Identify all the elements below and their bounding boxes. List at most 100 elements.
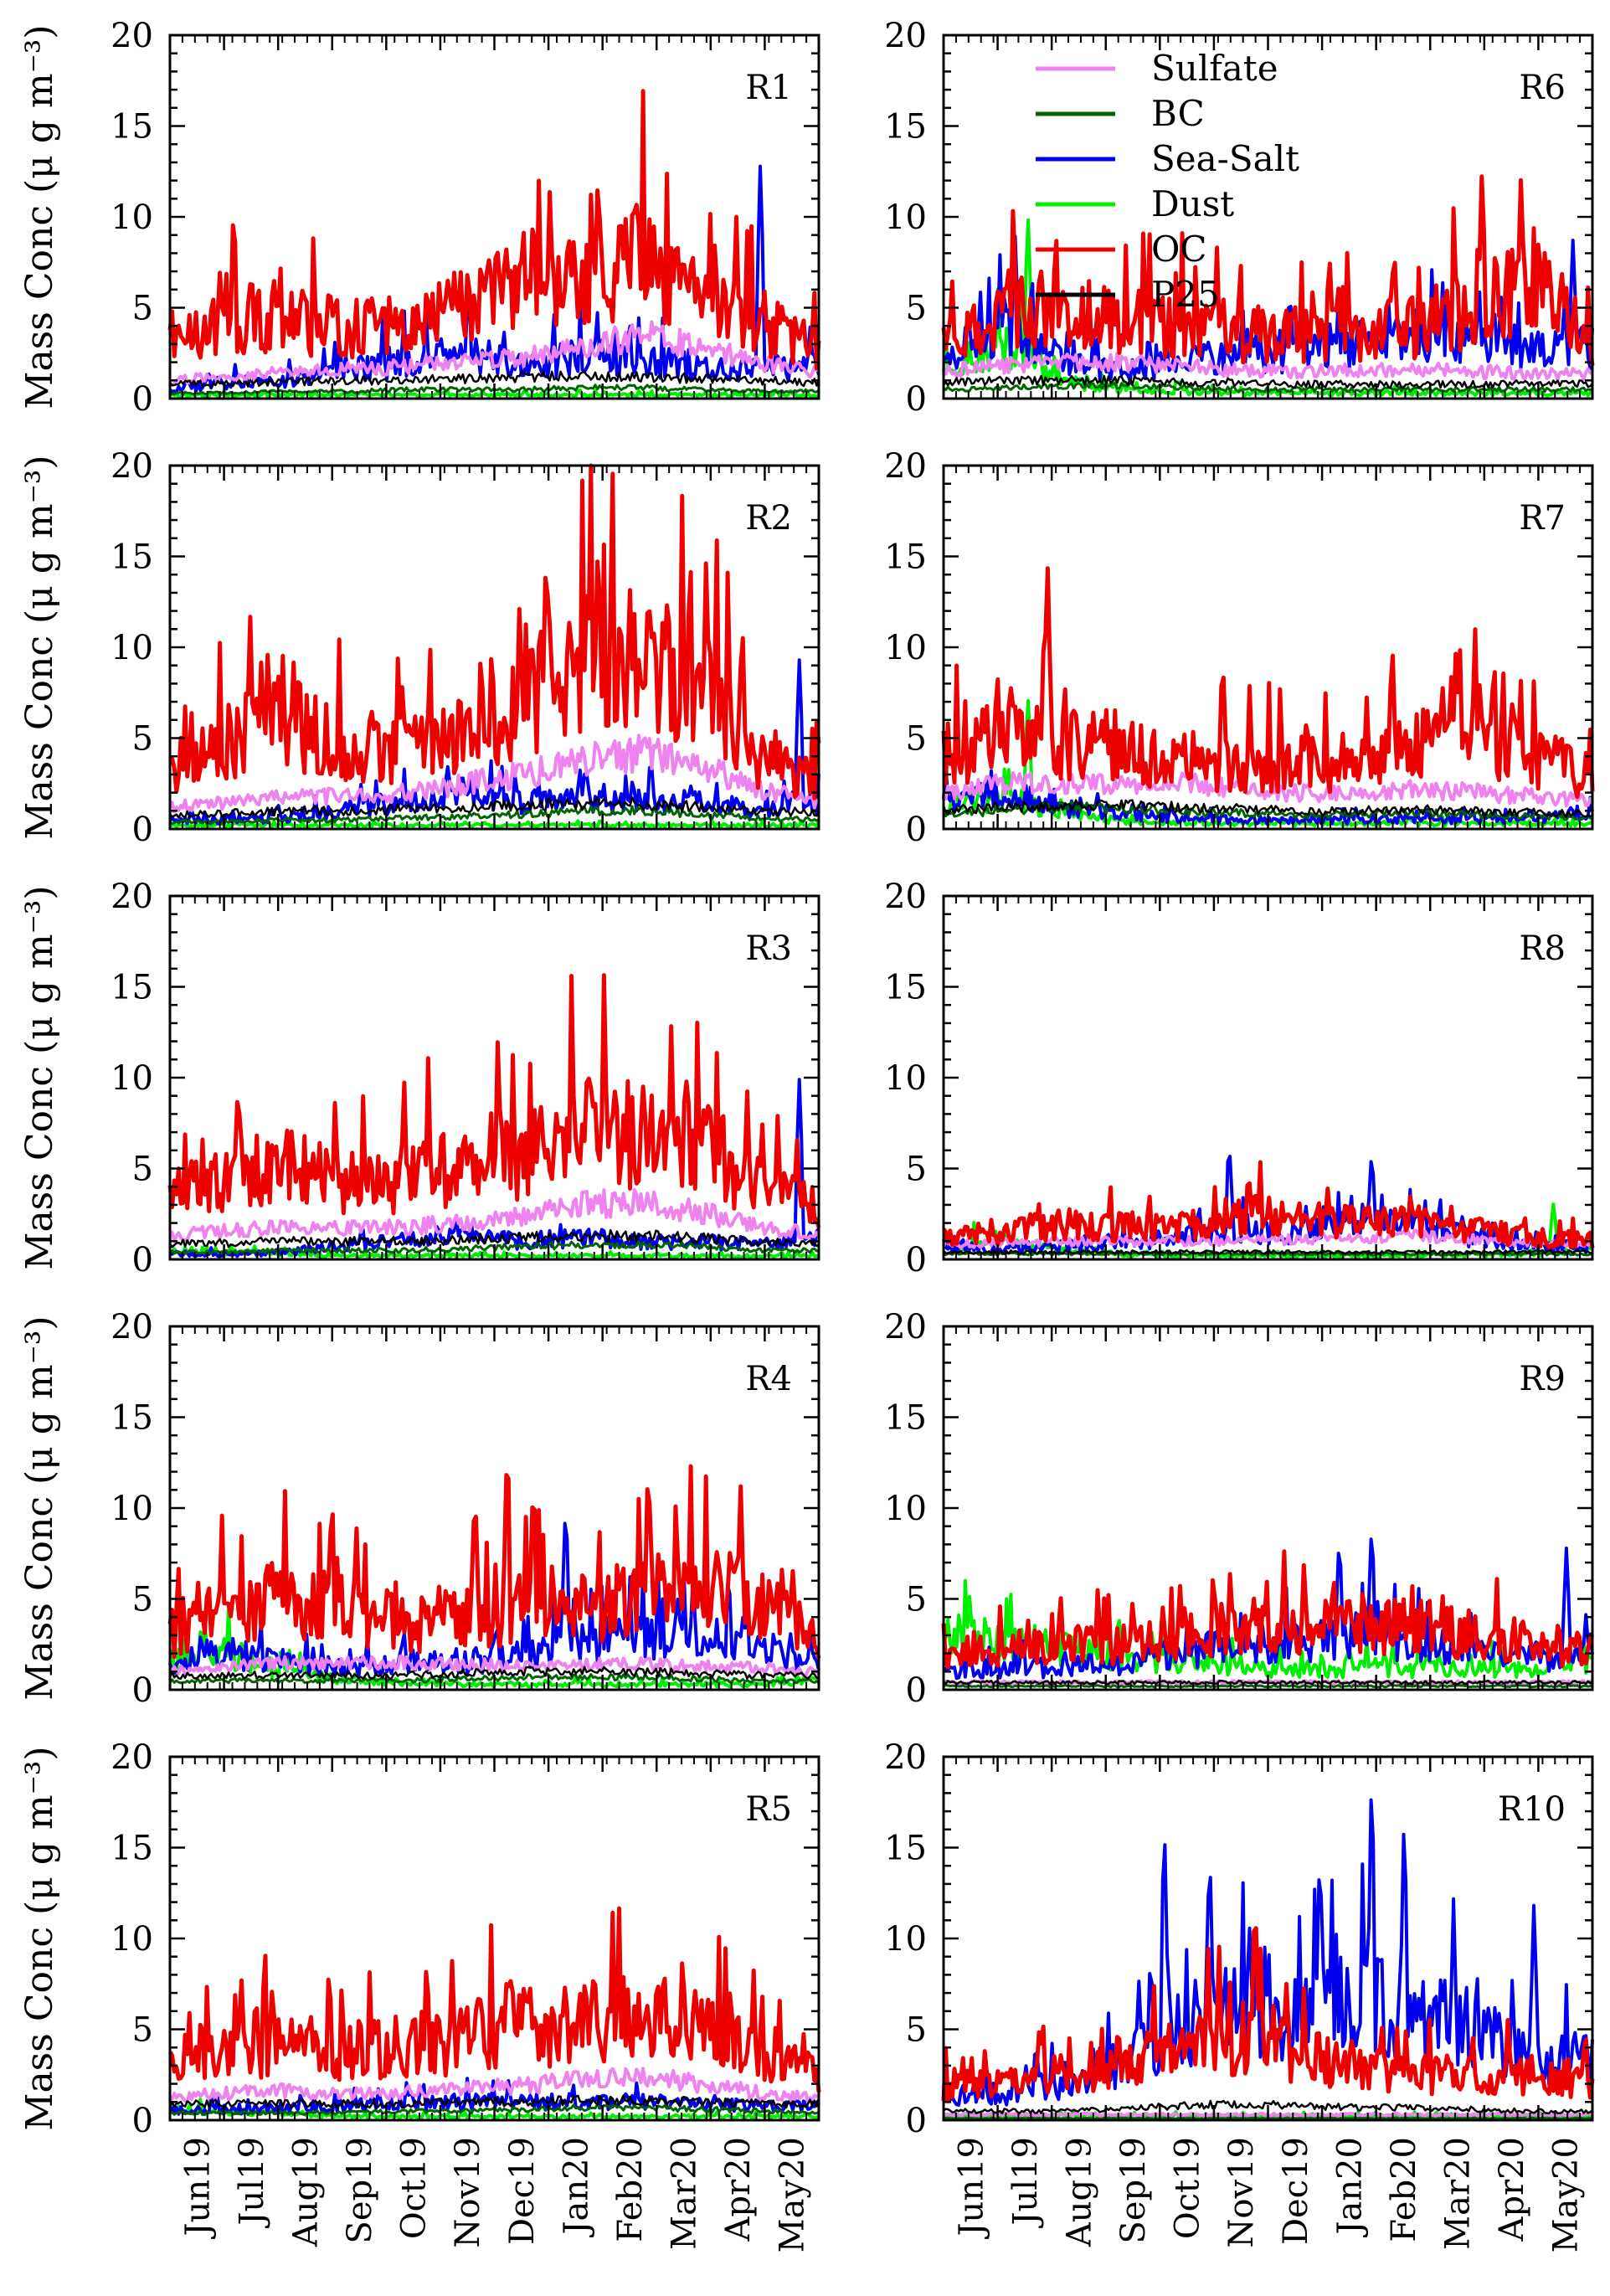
y-tick-label: 10 — [111, 1059, 153, 1098]
series-line-sulfate-R2 — [169, 734, 820, 814]
y-axis-label: Mass Conc (μ g m⁻³) — [18, 24, 61, 409]
y-axis-label: Mass Conc (μ g m⁻³) — [18, 455, 61, 839]
series-line-sulfate-R8 — [942, 1228, 1594, 1250]
panel-R3: 0 5 10 15 20 R3 Mass Conc (μ g m⁻³) — [18, 878, 821, 1279]
x-tick-label: Oct19 — [1169, 2137, 1207, 2239]
panel-R8: 0 5 10 15 20 R8 — [884, 878, 1595, 1279]
x-tick-label: Apr20 — [1493, 2137, 1531, 2242]
x-tick-label: Mar20 — [1439, 2137, 1478, 2250]
y-tick-label: 15 — [884, 538, 927, 577]
y-tick-label: 10 — [111, 629, 153, 667]
series-line-p25-R3 — [168, 1228, 820, 1248]
region-label: R3 — [745, 929, 792, 968]
y-tick-label: 20 — [111, 447, 153, 486]
series-line-oc-R5 — [167, 1906, 821, 2093]
panel-R7: 0 5 10 15 20 R7 — [884, 447, 1595, 849]
y-tick-label: 20 — [111, 1308, 153, 1346]
x-tick-label: Feb20 — [611, 2137, 650, 2242]
legend-label: OC — [1151, 229, 1207, 270]
series-line-oc-R10 — [941, 1926, 1595, 2103]
y-tick-label: 15 — [111, 538, 153, 577]
y-tick-label: 5 — [906, 1581, 927, 1619]
series-line-p25-R5 — [168, 2094, 820, 2109]
y-tick-label: 5 — [132, 1151, 153, 1189]
y-axis-label: Mass Conc (μ g m⁻³) — [18, 1315, 61, 1700]
series-line-oc-R7 — [941, 566, 1595, 799]
y-tick-label: 10 — [884, 198, 927, 237]
legend-label: BC — [1151, 93, 1205, 134]
plot-frame — [168, 464, 820, 831]
y-tick-label: 0 — [906, 1241, 927, 1279]
y-tick-label: 5 — [132, 290, 153, 328]
x-tick-label: Feb20 — [1385, 2137, 1423, 2242]
panel-R2: 0 5 10 15 20 R2 Mass Conc (μ g m⁻³) — [18, 447, 821, 849]
region-label: R1 — [745, 69, 792, 107]
x-tick-label: Jan20 — [557, 2137, 595, 2238]
y-tick-label: 20 — [884, 1308, 927, 1346]
x-tick-label: May20 — [1547, 2137, 1586, 2252]
y-tick-label: 0 — [132, 1241, 153, 1279]
series-line-sulfate-R6 — [942, 352, 1593, 382]
series-line-sulfate-R3 — [168, 1187, 820, 1243]
y-tick-label: 10 — [111, 1920, 153, 1959]
x-tick-label: Mar20 — [666, 2137, 704, 2250]
legend-label: Sulfate — [1151, 48, 1278, 89]
y-tick-label: 10 — [884, 1920, 927, 1959]
region-label: R9 — [1519, 1360, 1566, 1398]
plot-frame — [168, 894, 820, 1261]
y-tick-label: 20 — [884, 17, 927, 55]
series-line-oc-R2 — [168, 463, 821, 801]
legend-label: Sea-Salt — [1151, 138, 1299, 179]
x-tick-label: Jan20 — [1330, 2137, 1369, 2238]
y-tick-label: 5 — [906, 720, 927, 759]
region-label: R8 — [1519, 929, 1566, 968]
y-tick-label: 10 — [111, 1490, 153, 1528]
y-tick-label: 15 — [884, 969, 927, 1007]
region-label: R7 — [1519, 499, 1566, 538]
x-tick-label: Aug19 — [1060, 2137, 1098, 2247]
series-line-p25-R1 — [169, 370, 820, 389]
y-axis-label: Mass Conc (μ g m⁻³) — [18, 885, 61, 1269]
y-tick-label: 5 — [132, 720, 153, 759]
y-tick-label: 5 — [906, 290, 927, 328]
y-tick-label: 15 — [111, 108, 153, 147]
y-tick-label: 10 — [884, 629, 927, 667]
y-tick-label: 5 — [906, 2011, 927, 2050]
y-tick-label: 15 — [884, 108, 927, 147]
y-tick-label: 0 — [132, 1671, 153, 1710]
x-tick-label: Jul19 — [1006, 2137, 1045, 2229]
y-tick-label: 15 — [884, 1830, 927, 1868]
series-line-oc-R4 — [167, 1464, 821, 1660]
panel-R10: 0 5 10 15 20 R10 Jun19 Jul19 Aug19 Sep19 Oct19 Nov1… — [884, 1738, 1595, 2252]
y-tick-label: 0 — [132, 380, 153, 419]
series-line-sulfate-R1 — [169, 320, 820, 387]
y-tick-label: 0 — [132, 2102, 153, 2140]
x-tick-label: Dec19 — [1277, 2137, 1315, 2245]
series-line-p25-R2 — [169, 796, 820, 819]
panel-R4: 0 5 10 15 20 R4 Mass Conc (μ g m⁻³) — [18, 1308, 821, 1710]
y-tick-label: 0 — [906, 811, 927, 849]
y-tick-label: 20 — [111, 17, 153, 55]
region-label: R10 — [1498, 1790, 1566, 1829]
x-tick-label: Sep19 — [341, 2137, 379, 2244]
y-axis-label: Mass Conc (μ g m⁻³) — [18, 1746, 61, 2130]
y-tick-label: 20 — [884, 878, 927, 916]
y-tick-label: 15 — [111, 969, 153, 1007]
series-line-oc-R9 — [941, 1549, 1595, 1670]
series-line-sea-salt-R10 — [942, 1798, 1594, 2107]
legend-label: P25 — [1151, 274, 1220, 315]
panel-R6: 0 5 10 15 20 R6 — [884, 17, 1595, 419]
y-tick-label: 10 — [111, 198, 153, 237]
series-line-sulfate-R7 — [942, 771, 1594, 808]
x-tick-label: Nov19 — [1222, 2137, 1261, 2248]
panel-R5: 0 5 10 15 20 R5 Mass Conc (μ g m⁻³) Jun19 Jul19 A… — [18, 1738, 821, 2252]
series-line-sulfate-R5 — [168, 2067, 820, 2105]
y-tick-label: 15 — [884, 1399, 927, 1438]
legend-label: Dust — [1151, 183, 1234, 224]
x-tick-label: Aug19 — [286, 2137, 325, 2247]
x-tick-label: Apr20 — [719, 2137, 758, 2242]
y-tick-label: 10 — [884, 1490, 927, 1528]
x-tick-label: Jun19 — [952, 2137, 990, 2239]
y-tick-label: 15 — [111, 1399, 153, 1438]
